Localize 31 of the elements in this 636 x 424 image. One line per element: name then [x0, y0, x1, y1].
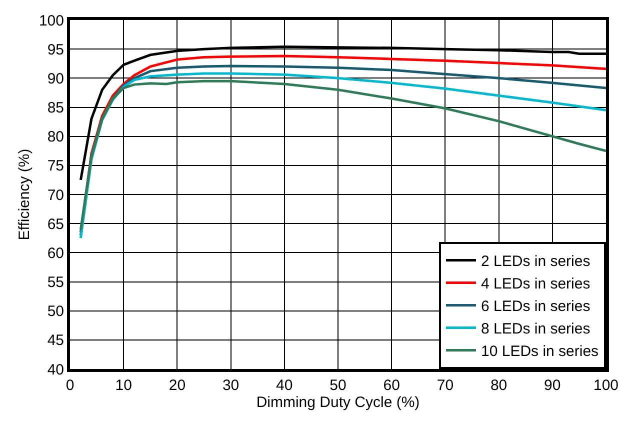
- x-axis-title: Dimming Duty Cycle (%): [256, 394, 420, 411]
- legend-label: 8 LEDs in series: [481, 320, 590, 338]
- y-tick-label: 60: [47, 244, 64, 262]
- x-tick-label: 0: [66, 377, 74, 394]
- legend-label: 6 LEDs in series: [481, 298, 590, 316]
- x-tick-label: 70: [436, 377, 454, 394]
- x-tick-label: 30: [222, 377, 240, 394]
- x-tick-label: 50: [330, 377, 346, 394]
- x-tick-label: 10: [115, 377, 132, 394]
- y-tick-label: 65: [47, 216, 64, 233]
- y-tick-label: 75: [47, 158, 64, 175]
- x-tick-label: 80: [490, 377, 508, 394]
- y-tick-label: 90: [47, 70, 64, 88]
- y-tick-label: 50: [47, 303, 64, 320]
- x-tick-label: 60: [383, 377, 400, 394]
- x-tick-label: 100: [593, 377, 619, 394]
- y-tick-label: 95: [47, 41, 64, 58]
- x-tick-label: 40: [276, 377, 293, 394]
- y-tick-label: 100: [38, 12, 64, 30]
- x-tick-label: 90: [544, 377, 561, 394]
- y-axis-title: Efficiency (%): [16, 148, 34, 240]
- legend-label: 10 LEDs in series: [481, 343, 599, 360]
- x-tick-label: 20: [168, 377, 186, 394]
- legend-label: 4 LEDs in series: [481, 276, 590, 293]
- y-tick-label: 85: [47, 100, 64, 116]
- y-tick-label: 55: [47, 274, 64, 291]
- legend-label: 2 LEDs in series: [481, 253, 590, 270]
- y-tick-label: 80: [47, 128, 64, 146]
- y-tick-label: 70: [47, 186, 64, 204]
- y-tick-label: 45: [47, 332, 64, 350]
- y-tick-label: 40: [47, 361, 64, 378]
